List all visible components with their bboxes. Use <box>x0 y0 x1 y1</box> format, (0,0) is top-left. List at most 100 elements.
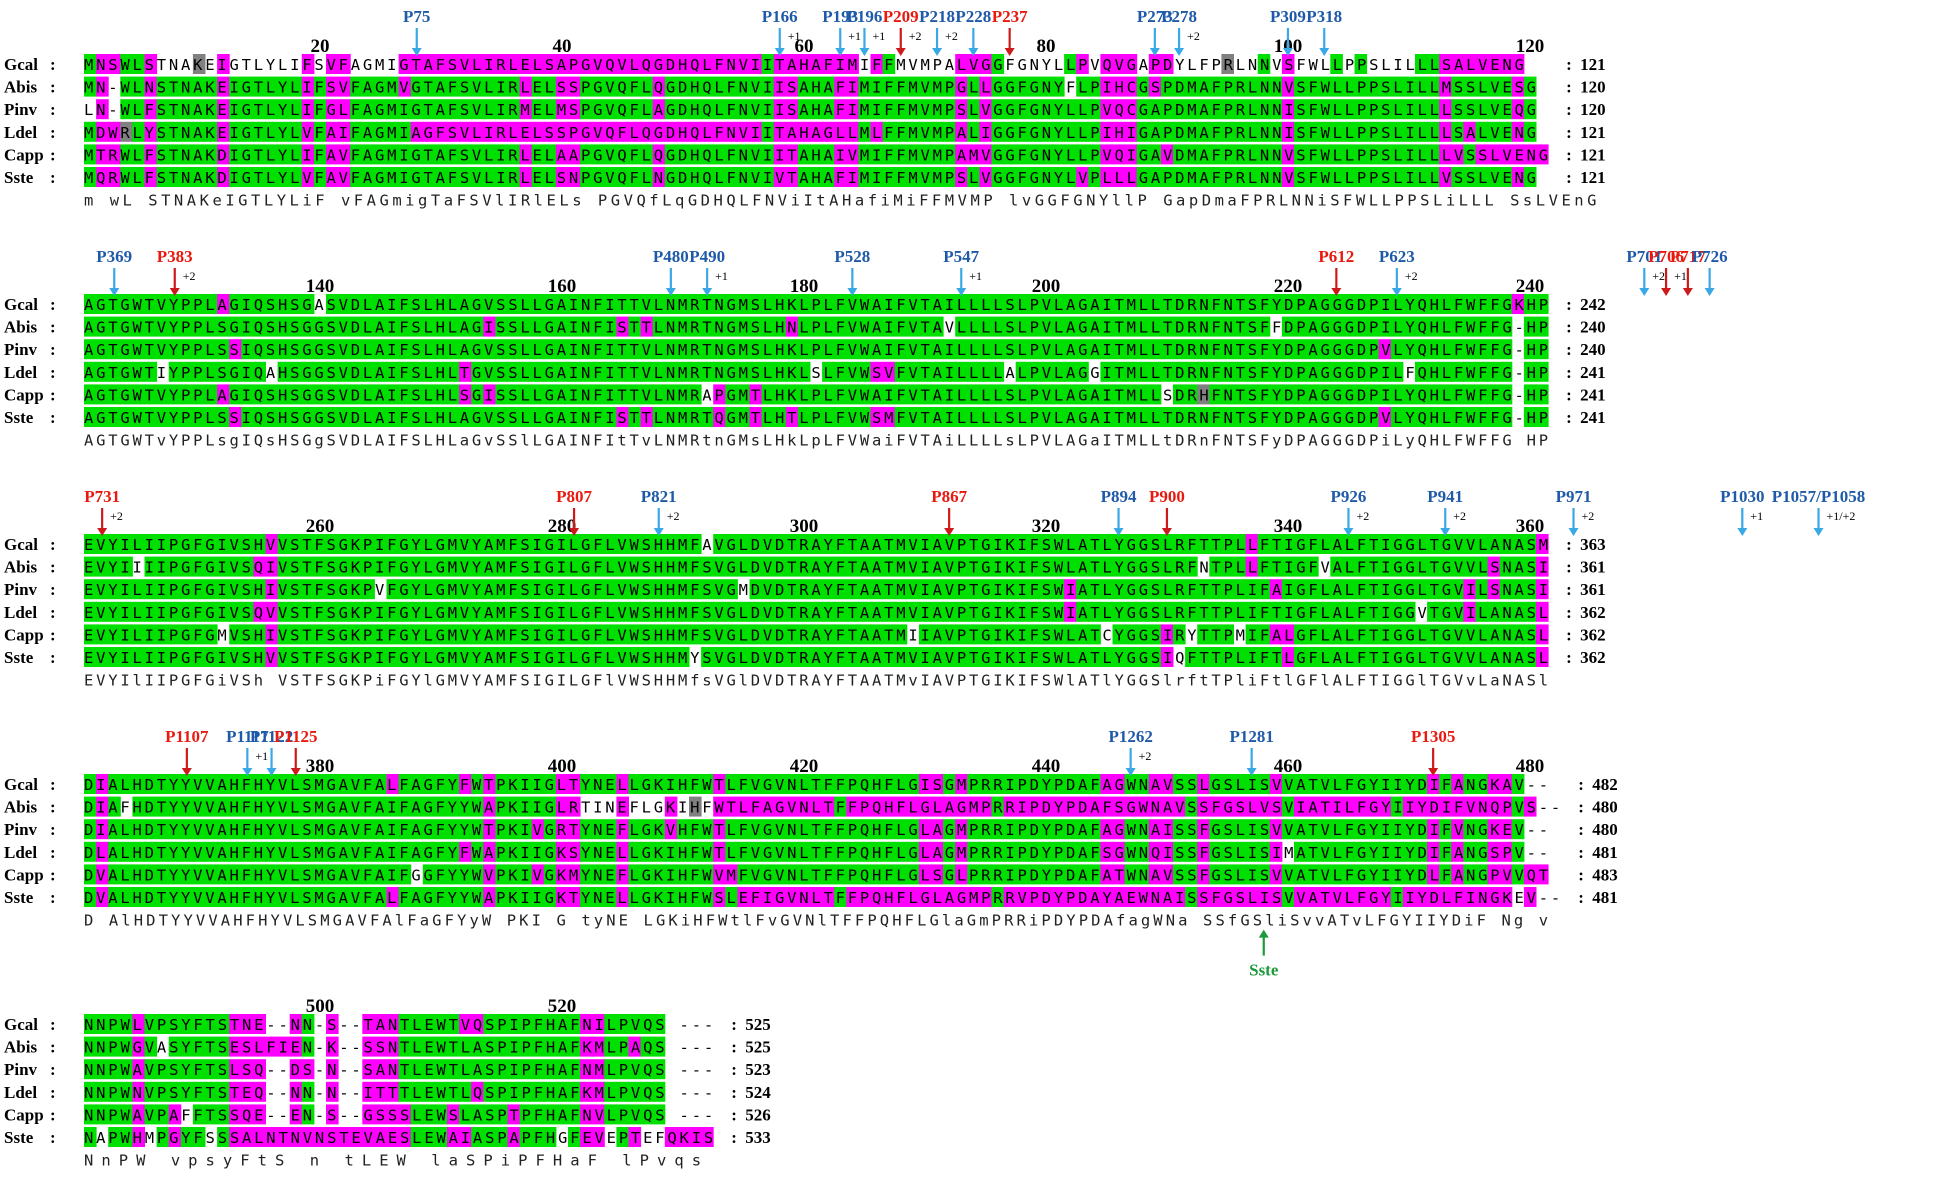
pcr-marker-label: P273 <box>1137 7 1173 26</box>
residue-box <box>846 144 859 165</box>
count-colon: : <box>1566 145 1572 164</box>
marker-arrow-head <box>411 48 422 56</box>
residue-count: 524 <box>745 1083 771 1102</box>
residue-box <box>84 54 97 74</box>
residue-count: 361 <box>1580 558 1606 577</box>
marker-offset: +1 <box>848 29 861 43</box>
residue-box <box>1402 167 1416 187</box>
residue-count: 361 <box>1580 580 1606 599</box>
residue-count: 526 <box>745 1105 771 1124</box>
residue-box <box>192 144 206 165</box>
residue-box <box>108 167 121 187</box>
residue-box <box>1052 121 1065 142</box>
residue-box <box>1112 167 1126 187</box>
residue-box <box>1088 76 1101 97</box>
residue-box <box>1487 144 1501 165</box>
label-colon: : <box>50 1060 56 1079</box>
residue-box <box>1269 121 1283 142</box>
residue-box <box>543 54 557 74</box>
residue-box <box>1003 76 1017 97</box>
residue-box <box>447 99 460 120</box>
residue-box <box>1245 167 1259 187</box>
residue-box <box>1281 76 1295 97</box>
residue-box <box>1294 76 1307 97</box>
count-colon: : <box>1566 580 1572 599</box>
count-colon: : <box>1578 843 1584 862</box>
pcr-marker-label: P218 <box>919 7 955 26</box>
residue-box <box>1245 76 1259 97</box>
residue-box <box>1209 167 1222 187</box>
residue-box <box>1511 99 1525 120</box>
pcr-marker-label: P941 <box>1427 487 1463 506</box>
residue-box <box>205 167 218 187</box>
residue-box <box>1160 121 1174 142</box>
residue-box <box>1124 99 1138 120</box>
pcr-marker-label: P318 <box>1306 7 1342 26</box>
residue-box <box>241 144 254 165</box>
residue-box <box>1415 54 1428 74</box>
residue-box <box>640 121 654 142</box>
marker-offset: +2 <box>110 509 123 523</box>
residue-box <box>398 167 412 187</box>
residue-box <box>543 76 557 97</box>
residue-box <box>785 144 799 165</box>
residue-box <box>1342 76 1355 97</box>
residue-box <box>1330 144 1343 165</box>
residue-box <box>1523 167 1537 187</box>
consensus-line: AGTGWTvYPPLsgIQsHSGgSVDLAIFSLHLaGvSSlLGA… <box>84 432 1548 450</box>
residue-box <box>785 54 799 74</box>
residue-box <box>313 121 327 142</box>
residue-box <box>241 167 254 187</box>
residue-box <box>1015 76 1029 97</box>
residue-box <box>410 99 424 120</box>
residue-box <box>241 76 254 97</box>
residue-box <box>1233 167 1247 187</box>
residue-count: 121 <box>1580 55 1606 74</box>
pcr-marker-label: P196 <box>847 7 883 26</box>
residue-box <box>313 144 327 165</box>
residue-box <box>301 121 315 142</box>
residue-box <box>737 144 750 165</box>
residue-box <box>725 144 738 165</box>
residue-box <box>689 54 702 74</box>
residue-box <box>192 167 206 187</box>
residue-box <box>374 99 387 120</box>
residue-box <box>967 76 980 97</box>
residue-box <box>495 144 508 165</box>
residue-box <box>1306 76 1319 97</box>
residue-box <box>108 144 121 165</box>
residue-box <box>253 121 266 142</box>
residue-box <box>1003 144 1017 165</box>
label-colon: : <box>50 775 56 794</box>
residue-box <box>338 99 351 120</box>
residue-box <box>1112 121 1126 142</box>
residue-box <box>1185 99 1198 120</box>
residue-box <box>1523 99 1537 120</box>
residue-box <box>1112 144 1126 165</box>
residue-box <box>797 99 811 120</box>
residue-box <box>398 99 412 120</box>
residue-box <box>1451 167 1464 187</box>
sequence-row: AGTGWTVYPPLSSIQSHSGGSVDLAIFSLHLAGVSSLLGA… <box>84 341 1548 359</box>
residue-box <box>1378 76 1392 97</box>
residue-box <box>386 76 400 97</box>
count-colon: : <box>1566 625 1572 644</box>
residue-box <box>991 54 1005 74</box>
pcr-marker-label: P369 <box>96 247 132 266</box>
residue-count: 480 <box>1592 820 1618 839</box>
residue-box <box>1064 167 1077 187</box>
residue-box <box>906 144 920 165</box>
residue-box <box>555 76 569 97</box>
residue-box <box>664 99 678 120</box>
residue-box <box>1342 167 1355 187</box>
residue-box <box>1439 167 1452 187</box>
residue-box <box>543 121 557 142</box>
residue-box <box>592 54 605 74</box>
residue-box <box>894 121 908 142</box>
residue-box <box>713 54 726 74</box>
species-label: Pinv <box>4 580 38 599</box>
ruler-number: 360 <box>1516 516 1545 537</box>
pcr-marker-label: P490 <box>689 247 725 266</box>
species-label: Gcal <box>4 775 38 794</box>
